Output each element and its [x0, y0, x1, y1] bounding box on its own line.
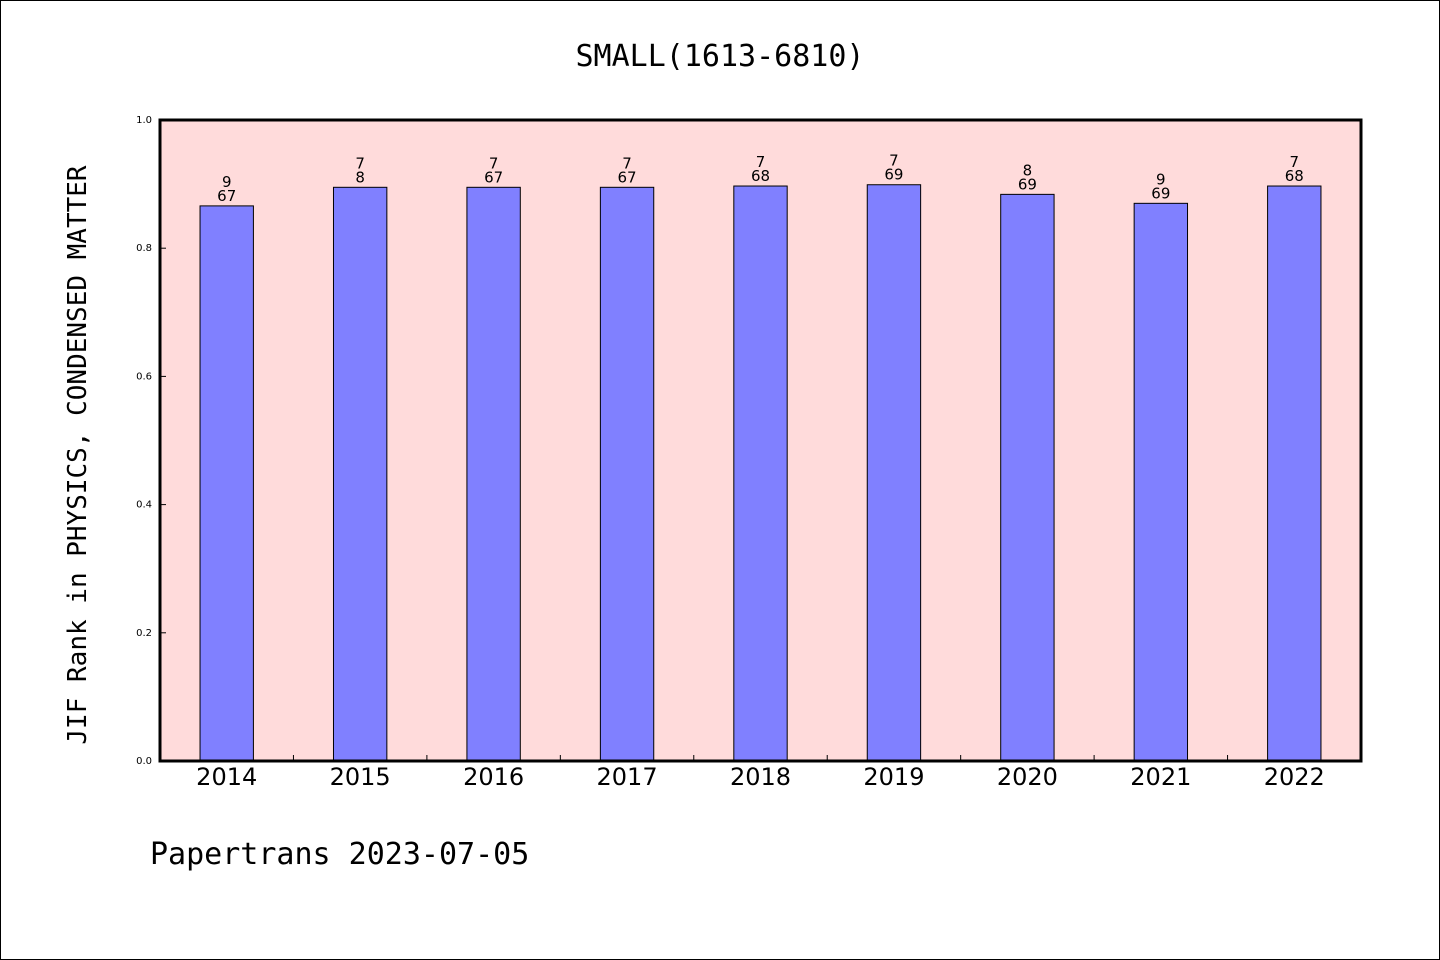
data-label-bottom-2017: 67 — [618, 168, 637, 186]
x-tick-label-2017: 2017 — [597, 763, 658, 791]
data-label-bottom-2014: 67 — [217, 187, 236, 205]
x-tick-label-2014: 2014 — [196, 763, 257, 791]
data-label-top-2019: 7 — [889, 152, 899, 170]
x-tick-label-2015: 2015 — [330, 763, 391, 791]
data-label-top-2014: 9 — [222, 173, 232, 191]
data-label-top-2020: 8 — [1023, 161, 1033, 179]
footer-text: Papertrans 2023-07-05 — [150, 837, 529, 872]
x-tick-label-2020: 2020 — [997, 763, 1058, 791]
chart-title: SMALL(1613-6810) — [576, 39, 865, 74]
x-tick-label-2022: 2022 — [1264, 763, 1325, 791]
data-label-top-2015: 7 — [355, 154, 365, 172]
data-label-bottom-2018: 68 — [751, 167, 770, 185]
data-label-bottom-2019: 69 — [884, 166, 903, 184]
y-tick-label-0.4: 0.4 — [136, 500, 152, 511]
plot-border — [158, 118, 1363, 763]
data-label-bottom-2021: 69 — [1151, 184, 1170, 202]
data-label-top-2017: 7 — [622, 154, 632, 172]
bar-2015 — [332, 186, 388, 762]
bar-2021 — [1133, 202, 1189, 762]
bar-2016 — [466, 186, 521, 762]
bar-2017 — [599, 186, 655, 762]
data-label-bottom-2015: 8 — [355, 168, 365, 186]
data-label-top-2022: 7 — [1290, 153, 1300, 171]
x-tick-label-2019: 2019 — [863, 763, 924, 791]
y-tick-label-1.0: 1.0 — [136, 115, 152, 126]
data-label-top-2018: 7 — [756, 153, 766, 171]
bar-2018 — [733, 185, 788, 762]
bar-2020 — [1000, 193, 1055, 762]
bar-2014 — [199, 205, 254, 762]
data-label-bottom-2016: 67 — [484, 168, 503, 186]
y-tick-label-0.6: 0.6 — [136, 371, 152, 382]
data-label-top-2016: 7 — [489, 154, 499, 172]
y-tick-label-0.0: 0.0 — [136, 756, 152, 767]
y-tick-label-0.2: 0.2 — [136, 628, 152, 639]
data-label-bottom-2020: 69 — [1018, 175, 1037, 193]
bar-2019 — [866, 184, 922, 762]
x-tick-label-2016: 2016 — [463, 763, 524, 791]
data-label-top-2021: 9 — [1156, 170, 1166, 188]
data-label-bottom-2022: 68 — [1285, 167, 1304, 185]
bar-2022 — [1267, 185, 1322, 762]
x-tick-label-2021: 2021 — [1130, 763, 1191, 791]
x-tick-label-2018: 2018 — [730, 763, 791, 791]
y-axis-label: JIF Rank in PHYSICS, CONDENSED MATTER — [63, 165, 93, 745]
y-tick-label-0.8: 0.8 — [136, 243, 152, 254]
